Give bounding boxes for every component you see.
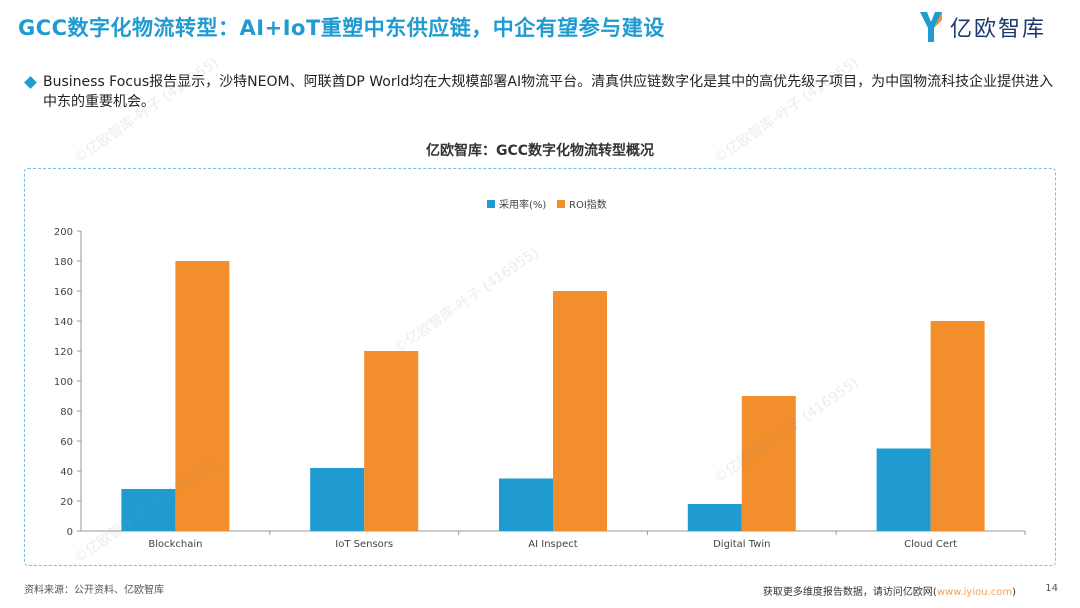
bar-roi: [364, 351, 419, 531]
footer-note: 获取更多维度报告数据，请访问亿欧网(www.iyiou.com): [763, 583, 1016, 598]
diamond-bullet-icon: [24, 76, 37, 89]
bar-roi: [930, 321, 985, 531]
y-tick-label: 20: [60, 497, 73, 508]
bar-roi: [741, 396, 796, 531]
x-tick-label: Digital Twin: [713, 539, 770, 550]
page-title: GCC数字化物流转型：AI+IoT重塑中东供应链，中企有望参与建设: [18, 16, 665, 40]
x-tick-label: Cloud Cert: [904, 539, 957, 550]
y-tick-label: 60: [60, 437, 73, 448]
y-tick-label: 180: [54, 257, 73, 268]
x-tick-label: AI Inspect: [528, 539, 577, 550]
chart-frame: 0 20 40 60 80 100 120 140 160 180 200 Blockchain IoT…: [24, 168, 1056, 566]
bar-roi: [553, 291, 607, 531]
bar-chart: 0 20 40 60 80 100 120 140 160 180 200 Blockchain IoT…: [54, 198, 1026, 550]
brand-name: 亿欧智库: [949, 17, 1046, 42]
y-tick-label: 0: [67, 527, 73, 538]
brand-logo-icon: [919, 12, 942, 42]
footer-note-prefix: 获取更多维度报告数据，请访问亿欧网(: [762, 587, 937, 598]
footer-link[interactable]: www.iyiou.com: [936, 587, 1013, 598]
bar-adoption: [687, 504, 742, 531]
y-tick-label: 160: [54, 287, 73, 298]
legend-label: ROI指数: [569, 198, 607, 211]
x-tick-label: IoT Sensors: [335, 539, 393, 550]
page-number: 14: [1045, 583, 1058, 594]
chart-title: 亿欧智库：GCC数字化物流转型概况: [425, 143, 655, 159]
legend-swatch: [557, 200, 565, 208]
bullet-text: Business Focus报告显示，沙特NEOM、阿联酋DP World均在大…: [43, 74, 1054, 110]
y-tick-label: 80: [60, 407, 73, 418]
bar-adoption: [499, 478, 553, 531]
brand: 亿欧智库: [918, 10, 1046, 44]
legend-swatch: [487, 200, 495, 208]
y-tick-label: 140: [54, 317, 73, 328]
bullet-point: Business Focus报告显示，沙特NEOM、阿联酋DP World均在大…: [24, 72, 1056, 112]
bar-adoption: [876, 448, 931, 531]
bar-adoption: [310, 468, 365, 531]
legend-label: 采用率(%): [499, 198, 546, 211]
footer-source: 资料来源：公开资料、亿欧智库: [24, 585, 164, 596]
y-tick-label: 120: [54, 347, 73, 358]
y-tick-label: 200: [54, 227, 73, 238]
bar-adoption: [121, 489, 176, 531]
y-tick-label: 40: [60, 467, 73, 478]
footer-note-suffix: ): [1012, 587, 1016, 598]
x-tick-label: Blockchain: [148, 539, 202, 550]
y-tick-label: 100: [54, 377, 73, 388]
bar-roi: [175, 261, 230, 531]
